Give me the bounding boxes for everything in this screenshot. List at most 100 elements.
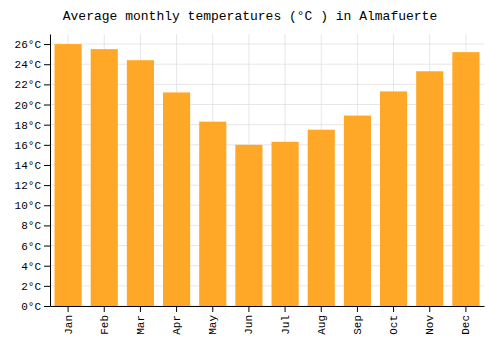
tick: Mar bbox=[135, 306, 147, 335]
tick: 14°C bbox=[15, 160, 50, 172]
bar bbox=[127, 60, 154, 306]
tick: 16°C bbox=[15, 140, 50, 152]
tick-label: Nov bbox=[424, 315, 436, 335]
tick-label: 14°C bbox=[15, 160, 42, 172]
tick-label: 24°C bbox=[15, 59, 42, 71]
tick-label: Jan bbox=[63, 315, 75, 335]
tick: 18°C bbox=[15, 120, 50, 132]
tick-mark bbox=[44, 105, 50, 106]
plot-area bbox=[50, 34, 484, 306]
tick-label: 0°C bbox=[21, 301, 41, 313]
tick-label: Dec bbox=[460, 315, 472, 335]
tick-mark bbox=[393, 306, 394, 312]
tick: 10°C bbox=[15, 200, 50, 212]
bar bbox=[91, 49, 118, 306]
y-axis: 0°C 2°C 4°C 6°C 8°C 10°C 12°C 14°C 16°C 18°C 20°C 2… bbox=[15, 35, 51, 314]
tick-label: 16°C bbox=[15, 140, 42, 152]
tick-label: Aug bbox=[316, 315, 328, 335]
tick-label: Mar bbox=[135, 315, 147, 335]
tick: Nov bbox=[424, 306, 436, 335]
tick-mark bbox=[44, 266, 50, 267]
bar bbox=[308, 130, 335, 306]
tick-mark bbox=[321, 306, 322, 312]
tick: Feb bbox=[99, 306, 111, 335]
tick-mark bbox=[44, 225, 50, 226]
tick-mark bbox=[465, 306, 466, 312]
tick-label: 20°C bbox=[15, 100, 42, 112]
tick-mark bbox=[212, 306, 213, 312]
tick: Jan bbox=[63, 306, 75, 335]
tick-label: 18°C bbox=[15, 120, 42, 132]
tick: Oct bbox=[388, 306, 400, 335]
tick-mark bbox=[285, 306, 286, 312]
tick-mark bbox=[104, 306, 105, 312]
tick-label: 26°C bbox=[15, 39, 42, 51]
tick-mark bbox=[44, 246, 50, 247]
tick-label: Feb bbox=[99, 315, 111, 335]
tick-mark bbox=[44, 286, 50, 287]
tick-mark bbox=[44, 84, 50, 85]
tick-mark bbox=[44, 64, 50, 65]
tick-label: Jun bbox=[243, 315, 255, 335]
grid bbox=[50, 34, 484, 306]
tick: 2°C bbox=[21, 281, 50, 293]
tick: 6°C bbox=[21, 241, 50, 253]
tick: Sep bbox=[352, 306, 364, 335]
tick: 0°C bbox=[21, 301, 50, 313]
tick-label: Sep bbox=[352, 315, 364, 335]
tick-label: 4°C bbox=[21, 261, 41, 273]
tick-label: 12°C bbox=[15, 180, 42, 192]
x-axis: Jan Feb Mar Apr May Jun Jul Aug Sep Oct Nov Dec bbox=[51, 306, 485, 335]
plot: Jan Feb Mar Apr May Jun Jul Aug Sep Oct Nov Dec 0°C 2… bbox=[15, 34, 485, 335]
tick-label: May bbox=[207, 315, 219, 335]
tick-mark bbox=[44, 125, 50, 126]
bar bbox=[380, 91, 407, 306]
tick-label: 6°C bbox=[21, 241, 41, 253]
tick-label: 2°C bbox=[21, 281, 41, 293]
bar bbox=[163, 92, 190, 306]
tick-mark bbox=[429, 306, 430, 312]
bar bbox=[235, 145, 262, 306]
axis-line bbox=[51, 306, 485, 307]
tick: 26°C bbox=[15, 39, 50, 51]
tick-label: 22°C bbox=[15, 79, 42, 91]
tick-label: 10°C bbox=[15, 200, 42, 212]
tick-label: Oct bbox=[388, 315, 400, 335]
tick: Jun bbox=[243, 306, 255, 335]
tick-mark bbox=[44, 306, 50, 307]
tick-mark bbox=[44, 145, 50, 146]
tick-mark bbox=[68, 306, 69, 312]
tick-mark bbox=[176, 306, 177, 312]
bars bbox=[55, 44, 480, 306]
tick: 8°C bbox=[21, 220, 50, 232]
bar bbox=[272, 142, 299, 306]
tick-mark bbox=[44, 205, 50, 206]
tick: 12°C bbox=[15, 180, 50, 192]
tick-label: Apr bbox=[171, 315, 183, 335]
tick-mark bbox=[140, 306, 141, 312]
grid-line bbox=[50, 44, 484, 45]
bar bbox=[55, 44, 82, 306]
tick: 4°C bbox=[21, 261, 50, 273]
tick: Apr bbox=[171, 306, 183, 335]
bar bbox=[452, 52, 479, 306]
tick: 22°C bbox=[15, 79, 50, 91]
tick-label: Jul bbox=[280, 315, 292, 335]
bar bbox=[199, 122, 226, 306]
bar bbox=[416, 71, 443, 306]
tick-mark bbox=[44, 165, 50, 166]
bar bbox=[344, 116, 371, 306]
tick: Aug bbox=[316, 306, 328, 335]
tick: 24°C bbox=[15, 59, 50, 71]
tick-mark bbox=[357, 306, 358, 312]
axis-line bbox=[50, 35, 51, 307]
chart: Average monthly temperatures (°C ) in Al… bbox=[0, 0, 500, 350]
tick: 20°C bbox=[15, 100, 50, 112]
tick-label: 8°C bbox=[21, 220, 41, 232]
tick-mark bbox=[44, 185, 50, 186]
tick: Dec bbox=[460, 306, 472, 335]
tick-mark bbox=[44, 44, 50, 45]
tick: May bbox=[207, 306, 219, 335]
tick: Jul bbox=[280, 306, 292, 335]
tick-mark bbox=[248, 306, 249, 312]
